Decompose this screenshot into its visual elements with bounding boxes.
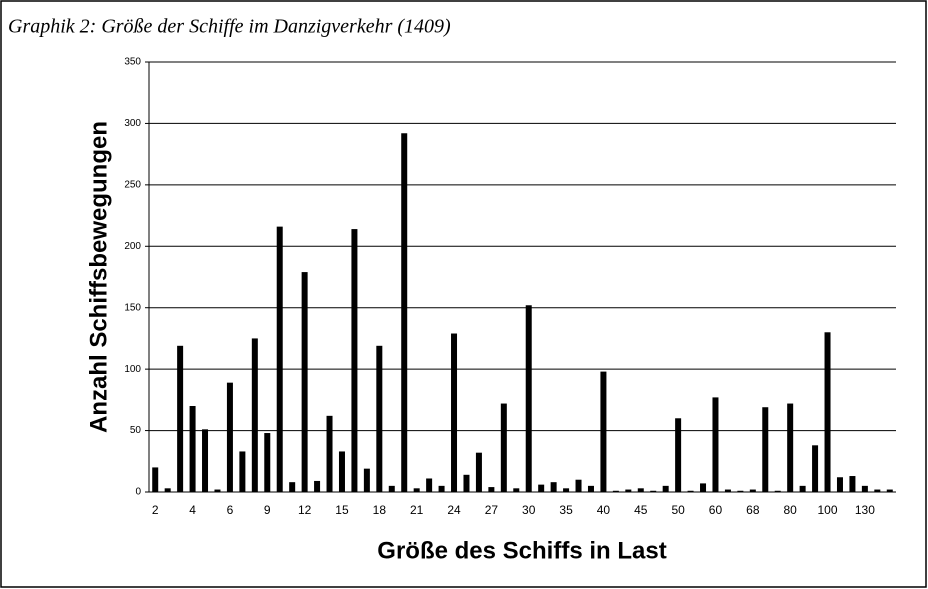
bar — [662, 485, 669, 492]
bar — [675, 418, 682, 492]
x-tick-label: 27 — [485, 503, 499, 517]
bar — [226, 382, 233, 492]
bar — [538, 484, 545, 492]
bar — [164, 488, 171, 492]
bar — [737, 490, 744, 492]
bar — [650, 490, 657, 492]
bar — [301, 272, 308, 492]
bar — [363, 468, 370, 492]
x-tick-label: 18 — [373, 503, 387, 517]
bar — [401, 133, 408, 492]
bar — [413, 488, 420, 492]
bar — [376, 345, 383, 492]
bar — [500, 403, 507, 492]
x-tick-label: 2 — [152, 503, 159, 517]
x-tick-label: 50 — [671, 503, 685, 517]
bar — [812, 445, 819, 492]
bar — [637, 488, 644, 492]
bar — [787, 403, 794, 492]
y-tick-label: 0 — [135, 487, 141, 498]
bar — [836, 477, 843, 492]
y-tick-label: 100 — [124, 364, 141, 375]
bar — [463, 474, 470, 492]
x-tick-label: 35 — [559, 503, 573, 517]
bar — [438, 485, 445, 492]
bar — [426, 478, 433, 492]
x-tick-label: 45 — [634, 503, 648, 517]
y-tick-label: 200 — [124, 241, 141, 252]
bar — [326, 415, 333, 492]
bar — [351, 229, 358, 493]
bar — [687, 490, 694, 492]
bar — [314, 480, 321, 492]
x-tick-label: 40 — [597, 503, 611, 517]
bar — [451, 333, 458, 492]
bar — [874, 489, 881, 492]
bar — [513, 488, 520, 492]
x-tick-label: 9 — [264, 503, 271, 517]
bar — [563, 488, 570, 492]
bar — [849, 476, 856, 492]
y-tick-label: 300 — [124, 118, 141, 129]
x-axis-title: Größe des Schiffs in Last — [377, 537, 666, 564]
bar — [724, 489, 731, 492]
bar — [587, 485, 594, 492]
bar — [861, 485, 868, 492]
bar — [214, 489, 221, 492]
bar — [625, 489, 632, 492]
y-tick-label: 150 — [124, 302, 141, 313]
x-tick-label: 21 — [410, 503, 424, 517]
bar — [762, 407, 769, 492]
bar — [189, 406, 196, 492]
chart-title: Graphik 2: Größe der Schiffe im Danzigve… — [8, 16, 451, 38]
bar — [488, 487, 495, 492]
y-axis-title: Anzahl Schiffsbewegungen — [85, 121, 112, 433]
x-tick-label: 130 — [855, 503, 875, 517]
x-tick-label: 100 — [818, 503, 838, 517]
bar — [152, 467, 159, 492]
bar — [289, 482, 296, 492]
x-tick-label: 60 — [709, 503, 723, 517]
x-tick-label: 15 — [335, 503, 349, 517]
x-tick-label: 30 — [522, 503, 536, 517]
y-tick-label: 350 — [124, 57, 141, 68]
bar — [525, 305, 532, 492]
bar — [264, 433, 271, 492]
bar — [251, 338, 258, 492]
bar — [749, 489, 756, 492]
bar — [388, 485, 395, 492]
y-tick-label: 250 — [124, 179, 141, 190]
x-tick-label: 6 — [227, 503, 234, 517]
bar — [824, 332, 831, 492]
x-tick-label: 68 — [746, 503, 760, 517]
bar — [575, 479, 582, 492]
x-tick-label: 12 — [298, 503, 312, 517]
bar — [550, 482, 557, 492]
bar — [600, 371, 607, 492]
bar — [886, 489, 893, 492]
y-tick-label: 50 — [130, 425, 142, 436]
bar — [712, 397, 719, 492]
bar — [202, 429, 209, 492]
x-tick-label: 24 — [447, 503, 461, 517]
bar — [338, 451, 345, 492]
bar — [239, 451, 246, 492]
bar — [475, 452, 482, 492]
bar — [700, 483, 707, 492]
bar — [276, 226, 283, 492]
bar — [774, 490, 781, 492]
bar — [799, 485, 806, 492]
x-tick-label: 4 — [189, 503, 196, 517]
x-tick-label: 80 — [783, 503, 797, 517]
bar — [612, 490, 619, 492]
bar — [177, 345, 184, 492]
